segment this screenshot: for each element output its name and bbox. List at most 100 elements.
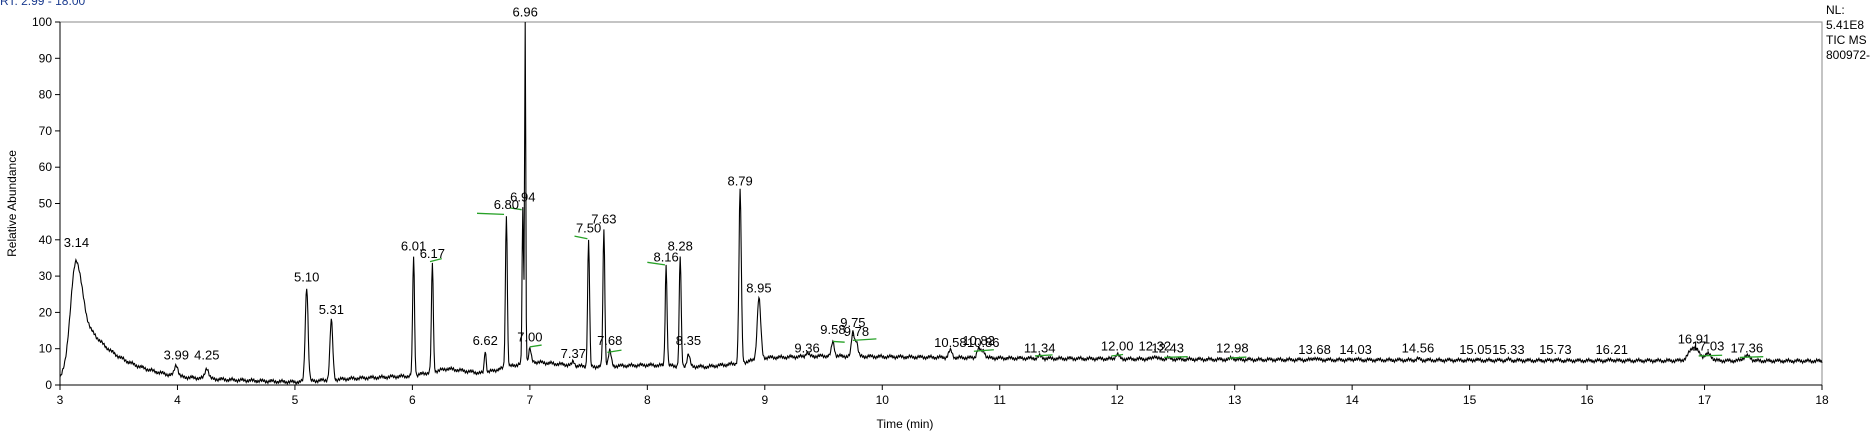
peak-label: 10.86 xyxy=(967,335,1000,350)
integration-baseline xyxy=(1228,356,1247,359)
peak-label: 8.79 xyxy=(727,173,752,188)
peak-label: 8.95 xyxy=(746,280,771,295)
y-tick-label: 80 xyxy=(39,88,53,102)
x-tick-label: 4 xyxy=(174,393,181,407)
peak-label: 11.34 xyxy=(1024,340,1056,355)
peak-labels: 3.14 3.99 4.25 5.10 5.31 6.016.17 6.62 6.806.94… xyxy=(64,5,1763,363)
integration-baseline xyxy=(476,212,505,216)
peak-label: 15.73 xyxy=(1539,342,1572,357)
integration-baseline xyxy=(973,349,994,352)
integration-baseline xyxy=(1739,356,1764,359)
peak-label: 6.94 xyxy=(510,190,535,205)
peak-label: 12.98 xyxy=(1216,340,1249,355)
y-tick-label: 0 xyxy=(45,378,52,392)
peak-label: 7.37 xyxy=(561,346,586,361)
peak-label: 7.68 xyxy=(597,333,622,348)
peak-label: 12.32 xyxy=(1139,339,1172,354)
peak-label: 7.00 xyxy=(517,329,542,344)
y-tick-label: 40 xyxy=(39,233,53,247)
integration-baseline xyxy=(574,235,588,240)
peak-label: 12.00 xyxy=(1101,339,1134,354)
x-tick-label: 17 xyxy=(1698,393,1712,407)
peak-label: 9.75 xyxy=(840,315,865,330)
tic-trace xyxy=(59,21,1823,386)
x-tick-label: 3 xyxy=(57,393,64,407)
y-tick-label: 70 xyxy=(39,124,53,138)
peak-label: 12.43 xyxy=(1151,340,1184,355)
integration-baseline xyxy=(1111,353,1124,357)
x-tick-label: 12 xyxy=(1111,393,1125,407)
peak-label: 4.25 xyxy=(194,348,219,363)
x-tick-label: 13 xyxy=(1228,393,1242,407)
integration-baseline xyxy=(1164,356,1188,359)
x-tick-label: 15 xyxy=(1463,393,1477,407)
nl-info-line: 800972- xyxy=(1826,48,1870,62)
x-tick-label: 5 xyxy=(292,393,299,407)
integration-marks xyxy=(429,207,1764,359)
peak-label: 6.62 xyxy=(473,333,498,348)
peak-label: 5.31 xyxy=(319,302,344,317)
peak-label: 6.80 xyxy=(494,197,519,212)
x-tick-label: 8 xyxy=(644,393,651,407)
peak-label: 13.68 xyxy=(1298,342,1331,357)
peak-label: 5.10 xyxy=(294,270,319,285)
axis-ticks: 3 4 5 6 7 8 9 10 11 12 13 14 15 16 17 18 0 10 20 30 40 50 60 70… xyxy=(32,15,1829,407)
peak-label: 8.16 xyxy=(653,250,678,265)
peak-label: 6.01 xyxy=(401,239,426,254)
peak-label: 3.14 xyxy=(64,235,89,250)
peak-label: 6.17 xyxy=(420,246,445,261)
peak-label: 8.35 xyxy=(676,333,701,348)
peak-label: 10.82 xyxy=(962,333,995,348)
header-range-fragment: RT: 2.99 - 18.00 xyxy=(0,0,86,8)
peak-label: 14.56 xyxy=(1402,340,1435,355)
trace-layer xyxy=(59,21,1823,386)
y-tick-label: 100 xyxy=(32,15,52,29)
peak-label: 17.36 xyxy=(1731,340,1764,355)
peak-label: 9.78 xyxy=(844,324,869,339)
integration-baseline xyxy=(607,349,622,353)
x-axis-title: Time (min) xyxy=(877,417,934,431)
peak-label: 15.05 xyxy=(1459,342,1492,357)
plot-frame xyxy=(59,21,1823,386)
integration-baseline xyxy=(647,261,666,266)
plot-border xyxy=(59,21,1823,386)
peak-label: 14.03 xyxy=(1339,342,1372,357)
integration-baseline xyxy=(509,207,522,211)
x-tick-label: 10 xyxy=(876,393,890,407)
integration-baseline xyxy=(1698,354,1723,357)
x-tick-label: 11 xyxy=(993,393,1006,407)
peak-label: 15.33 xyxy=(1492,342,1525,357)
x-tick-label: 6 xyxy=(409,393,416,407)
nl-info-line: 5.41E8 xyxy=(1826,18,1864,32)
x-tick-label: 7 xyxy=(527,393,534,407)
x-tick-label: 16 xyxy=(1580,393,1594,407)
integration-baseline xyxy=(852,338,877,341)
y-axis-title: Relative Abundance xyxy=(5,150,19,257)
peak-label: 7.50 xyxy=(576,221,601,236)
peak-label: 6.96 xyxy=(513,5,538,20)
y-tick-label: 20 xyxy=(39,305,53,319)
y-tick-label: 90 xyxy=(39,51,53,65)
y-tick-label: 50 xyxy=(39,197,53,211)
peak-label: 17.03 xyxy=(1692,339,1725,354)
y-tick-label: 60 xyxy=(39,160,53,174)
peak-label: 8.28 xyxy=(668,239,693,254)
peak-label: 16.91 xyxy=(1678,331,1711,346)
x-tick-label: 14 xyxy=(1345,393,1359,407)
peak-label: 16.21 xyxy=(1595,342,1628,357)
x-tick-label: 18 xyxy=(1815,393,1829,407)
nl-info-line: TIC MS xyxy=(1826,33,1867,47)
integration-baseline xyxy=(1034,354,1053,357)
peak-label: 9.36 xyxy=(794,340,819,355)
integration-baseline xyxy=(429,258,442,263)
peak-label: 7.63 xyxy=(591,211,616,226)
y-tick-label: 30 xyxy=(39,269,53,283)
integration-baseline xyxy=(529,344,542,348)
y-tick-label: 10 xyxy=(39,342,53,356)
peak-label: 3.99 xyxy=(164,348,189,363)
x-tick-label: 9 xyxy=(761,393,768,407)
peak-label: 9.58 xyxy=(820,322,845,337)
